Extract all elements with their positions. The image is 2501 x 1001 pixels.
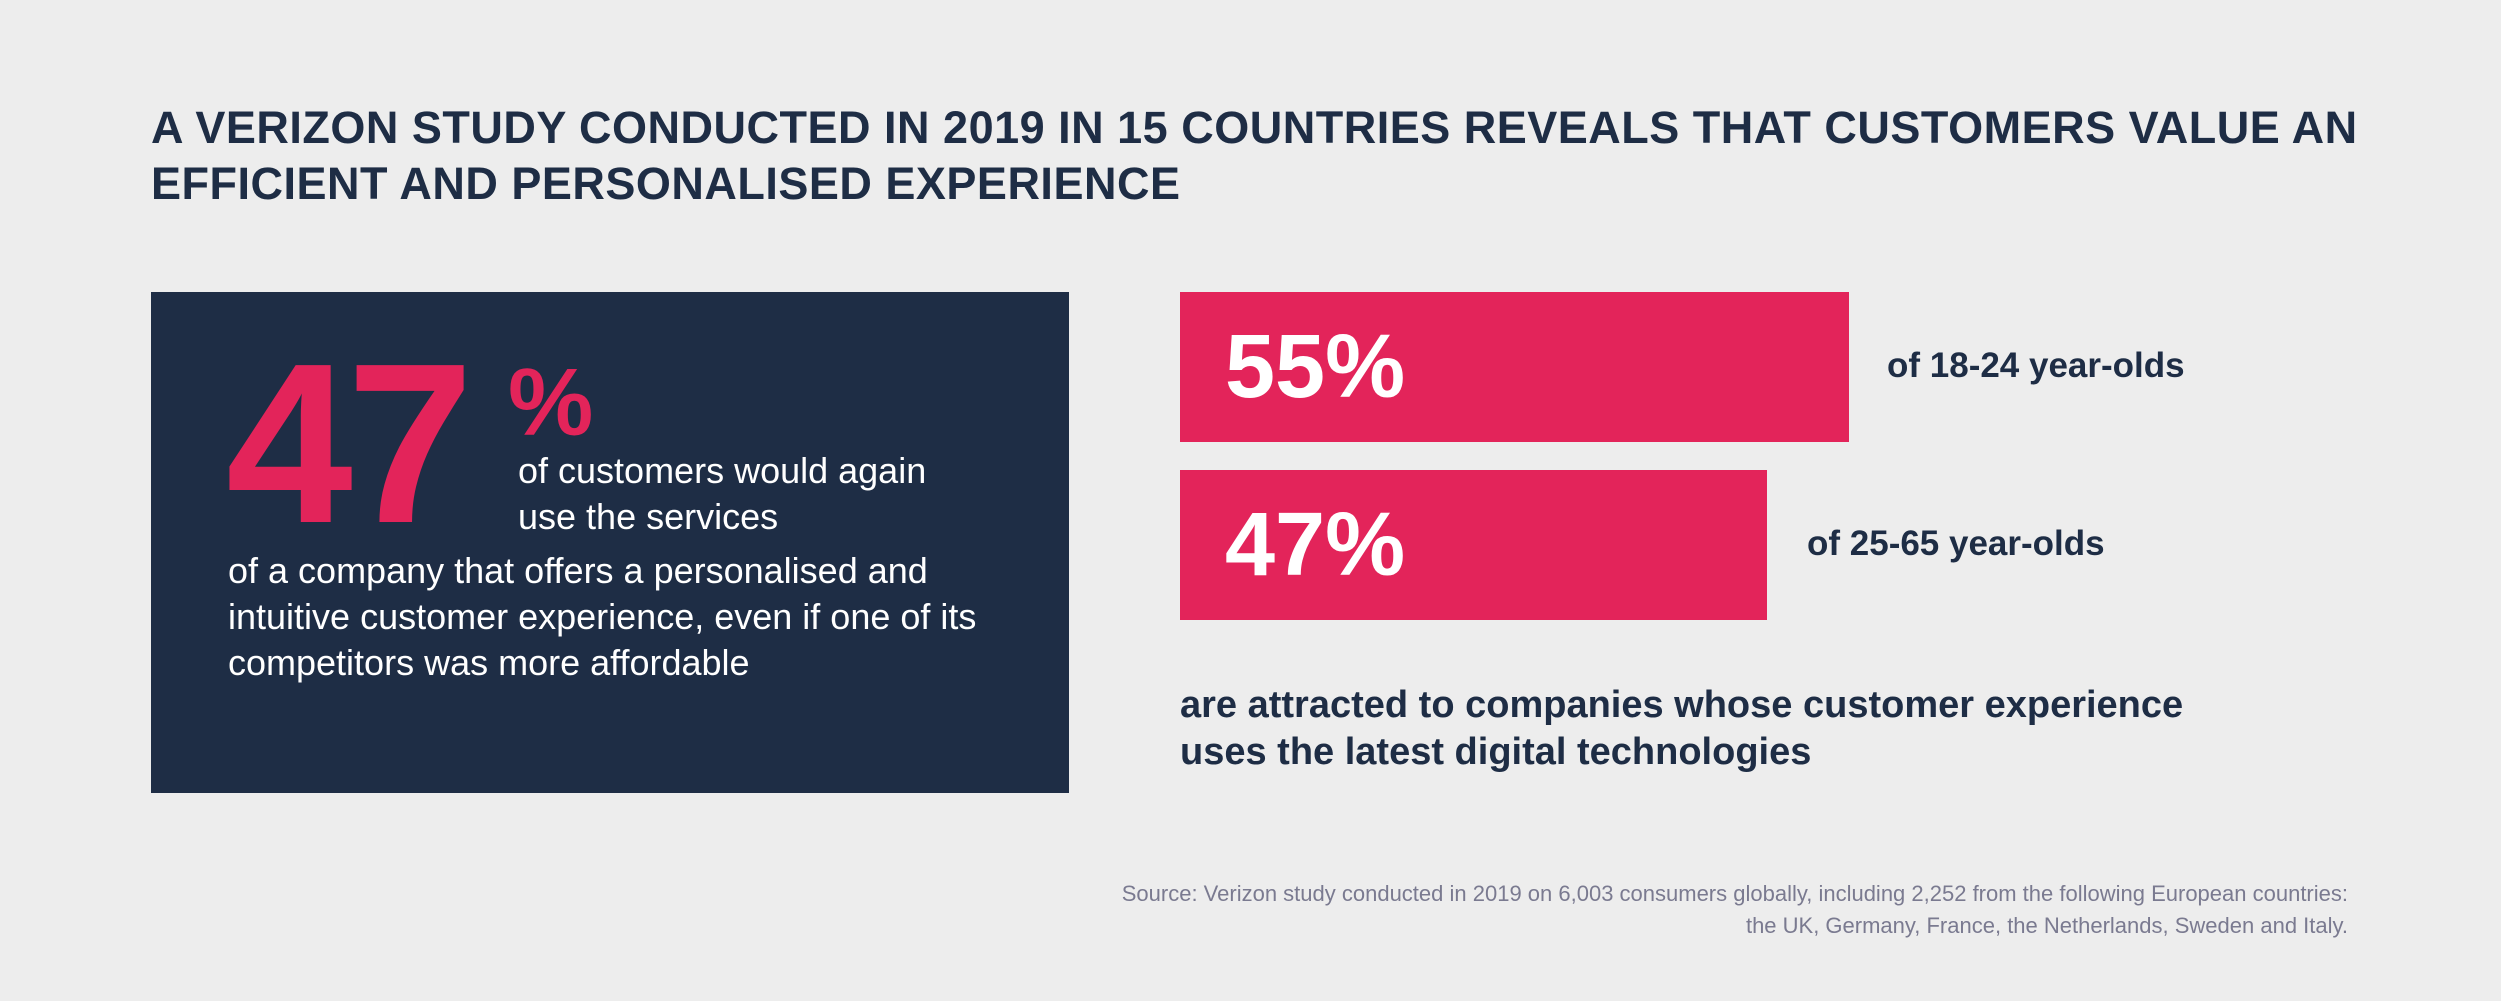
stat-bar-caption-25-65: of 25-65 year-olds (1807, 524, 2105, 563)
source-line-1: Source: Verizon study conducted in 2019 … (1121, 881, 2348, 906)
page-title: A Verizon study conducted in 2019 in 15 … (151, 102, 2358, 209)
big-stat-number: 47 (226, 317, 474, 571)
stat-bar-25-65: 47% (1180, 470, 1767, 620)
stat-text-body: of a company that offers a personalised … (228, 550, 977, 683)
source-line-2: the UK, Germany, France, the Netherlands… (1745, 913, 2348, 938)
stat-text-intro: of customers would again use the service… (518, 450, 927, 537)
bars-note: are attracted to companies whose custome… (1180, 684, 2184, 773)
highlight-panel (151, 292, 1069, 793)
stat-bar-caption-18-24: of 18-24 year-olds (1887, 346, 2185, 385)
source-note: Source: Verizon study conducted in 2019 … (1122, 878, 2348, 942)
big-stat-percent: % (508, 349, 594, 456)
stat-bar-18-24: 55% (1180, 292, 1849, 442)
